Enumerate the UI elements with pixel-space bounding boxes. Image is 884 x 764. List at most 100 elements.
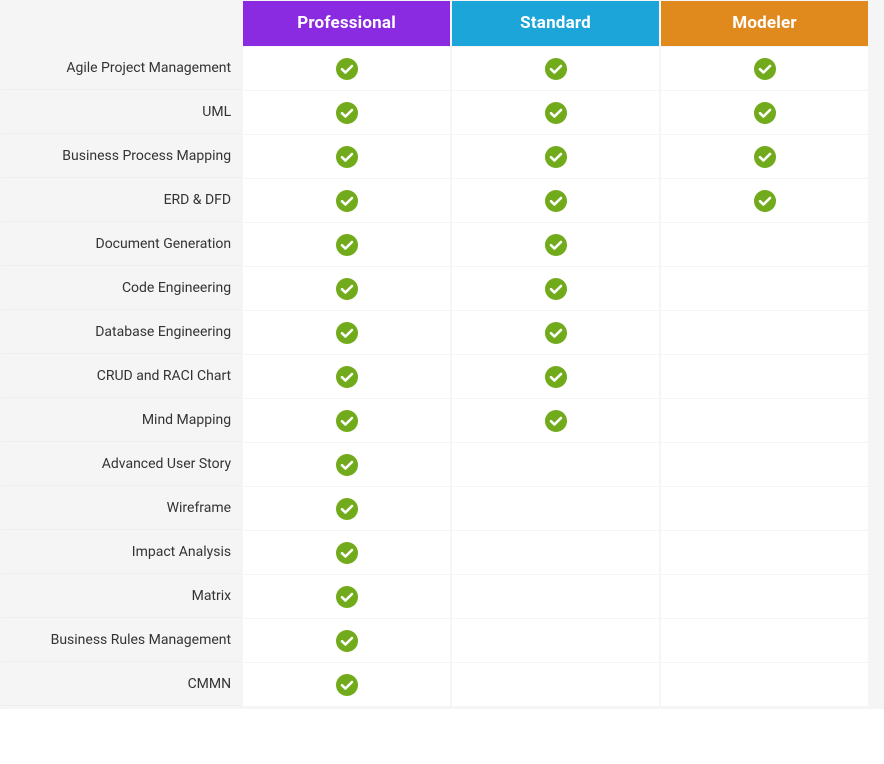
feature-cell <box>452 135 659 178</box>
feature-cell <box>661 179 868 222</box>
feature-cell <box>243 267 450 310</box>
feature-cell <box>661 399 868 442</box>
feature-cell <box>243 487 450 530</box>
feature-cell <box>243 47 450 90</box>
feature-label: Matrix <box>192 588 232 604</box>
feature-cell <box>452 179 659 222</box>
table-row: Agile Project Management <box>2 47 868 90</box>
feature-cell <box>452 399 659 442</box>
table-row: Matrix <box>2 575 868 618</box>
feature-label-cell: Agile Project Management <box>2 47 241 90</box>
check-icon <box>545 102 567 124</box>
feature-cell <box>661 619 868 662</box>
feature-cell <box>661 575 868 618</box>
tier-header-standard: Standard <box>452 1 659 46</box>
feature-cell <box>661 47 868 90</box>
check-icon <box>754 146 776 168</box>
check-icon <box>336 146 358 168</box>
feature-cell <box>661 135 868 178</box>
feature-cell <box>452 663 659 706</box>
feature-label-cell: Wireframe <box>2 487 241 530</box>
tier-header-label: Professional <box>297 13 396 33</box>
check-icon <box>336 498 358 520</box>
check-icon <box>336 366 358 388</box>
table-row: Wireframe <box>2 487 868 530</box>
check-icon <box>336 190 358 212</box>
table-row: CMMN <box>2 663 868 706</box>
comparison-table: Professional Standard Modeler Agile Projec… <box>0 0 870 707</box>
tier-header-label: Standard <box>520 13 591 33</box>
tier-header-modeler: Modeler <box>661 1 868 46</box>
check-icon <box>754 58 776 80</box>
feature-label: Database Engineering <box>95 324 231 340</box>
table-row: Document Generation <box>2 223 868 266</box>
feature-cell <box>452 443 659 486</box>
check-icon <box>754 102 776 124</box>
table-row: Code Engineering <box>2 267 868 310</box>
feature-cell <box>243 311 450 354</box>
check-icon <box>336 234 358 256</box>
feature-cell <box>661 487 868 530</box>
feature-label-cell: Mind Mapping <box>2 399 241 442</box>
feature-cell <box>452 531 659 574</box>
check-icon <box>545 410 567 432</box>
feature-cell <box>243 619 450 662</box>
table-row: Impact Analysis <box>2 531 868 574</box>
feature-label: CRUD and RACI Chart <box>97 368 231 384</box>
feature-cell <box>661 443 868 486</box>
feature-cell <box>243 443 450 486</box>
feature-cell <box>243 531 450 574</box>
table-row: UML <box>2 91 868 134</box>
feature-label: Business Process Mapping <box>62 148 231 164</box>
table-row: Business Rules Management <box>2 619 868 662</box>
table-row: ERD & DFD <box>2 179 868 222</box>
feature-cell <box>243 575 450 618</box>
check-icon <box>336 278 358 300</box>
check-icon <box>545 278 567 300</box>
feature-cell <box>452 575 659 618</box>
feature-label-cell: CMMN <box>2 663 241 706</box>
feature-cell <box>661 663 868 706</box>
table-row: Business Process Mapping <box>2 135 868 178</box>
feature-label-cell: Matrix <box>2 575 241 618</box>
feature-cell <box>661 311 868 354</box>
check-icon <box>336 410 358 432</box>
check-icon <box>336 630 358 652</box>
feature-label-cell: Business Process Mapping <box>2 135 241 178</box>
table-header: Professional Standard Modeler <box>2 1 868 46</box>
feature-cell <box>452 267 659 310</box>
check-icon <box>545 366 567 388</box>
check-icon <box>336 674 358 696</box>
tier-header-professional: Professional <box>243 1 450 46</box>
check-icon <box>336 542 358 564</box>
feature-label-cell: Database Engineering <box>2 311 241 354</box>
feature-cell <box>243 663 450 706</box>
table-body: Agile Project Management UML Business Proc… <box>2 47 868 706</box>
feature-label: CMMN <box>188 676 232 692</box>
feature-cell <box>243 135 450 178</box>
feature-label-cell: Code Engineering <box>2 267 241 310</box>
check-icon <box>545 322 567 344</box>
feature-cell <box>243 355 450 398</box>
tier-header-label: Modeler <box>732 13 797 33</box>
table-row: Database Engineering <box>2 311 868 354</box>
feature-label-cell: Impact Analysis <box>2 531 241 574</box>
check-icon <box>336 58 358 80</box>
feature-cell <box>661 355 868 398</box>
feature-cell <box>243 179 450 222</box>
feature-label-cell: UML <box>2 91 241 134</box>
table-row: Advanced User Story <box>2 443 868 486</box>
feature-cell <box>661 91 868 134</box>
feature-cell <box>661 267 868 310</box>
check-icon <box>545 146 567 168</box>
comparison-table-region: Professional Standard Modeler Agile Projec… <box>0 0 884 709</box>
feature-cell <box>452 47 659 90</box>
feature-cell <box>452 223 659 266</box>
feature-cell <box>452 311 659 354</box>
feature-label: Code Engineering <box>122 280 231 296</box>
feature-label-cell: Advanced User Story <box>2 443 241 486</box>
feature-cell <box>243 223 450 266</box>
feature-label-cell: Document Generation <box>2 223 241 266</box>
feature-cell <box>661 223 868 266</box>
feature-label: Agile Project Management <box>66 60 231 76</box>
